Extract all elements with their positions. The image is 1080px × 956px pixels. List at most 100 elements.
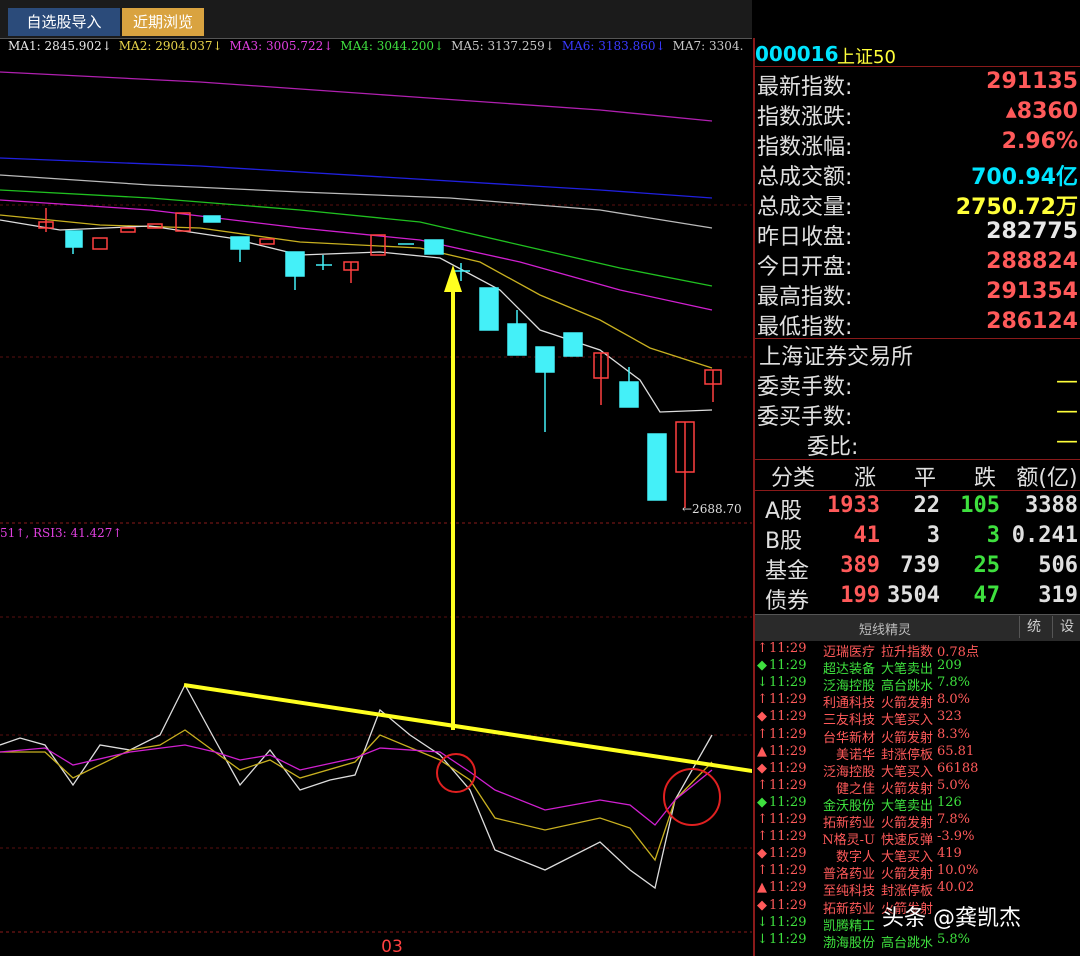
alert-time: 11:29 — [769, 914, 807, 930]
breadth-category: 债券 — [765, 589, 810, 614]
alert-time: 11:29 — [769, 675, 807, 691]
breadth-value: 389 — [840, 553, 880, 578]
alert-event: 火箭发射 — [881, 696, 934, 712]
alert-time: 11:29 — [769, 709, 807, 725]
alert-event: 火箭发射 — [881, 901, 934, 917]
alerts-bar — [755, 614, 1080, 641]
alert-event: 大笔买入 — [881, 713, 934, 729]
quote-value: 2750.72万 — [955, 195, 1078, 220]
breadth-value: 319 — [1038, 583, 1078, 608]
alert-mark: ◆ — [757, 794, 767, 810]
alert-value: 10.0% — [937, 863, 979, 879]
alert-time: 11:29 — [769, 658, 807, 674]
ma-legend: MA1: 2845.902↓ MA2: 2904.037↓ MA3: 3005.72… — [8, 39, 750, 53]
alert-time: 11:29 — [769, 812, 807, 827]
breadth-value: 3504 — [887, 583, 940, 608]
breadth-header: 跌 — [973, 466, 996, 491]
alert-time: 11:29 — [769, 743, 807, 759]
quote-value: 288824 — [986, 249, 1078, 274]
quote-value: 282775 — [986, 219, 1078, 244]
quote-panel: 000016 上证50 最新指数: 291135 指数涨跌: ▴8360 指数涨幅: 2.96… — [755, 38, 1080, 956]
quote-label: 指数涨幅: — [757, 135, 853, 160]
alert-value: 7.8% — [937, 675, 971, 691]
breadth-value: 105 — [960, 493, 1000, 518]
divider — [753, 38, 755, 956]
alert-time: 11:29 — [769, 726, 807, 742]
alert-stock: 至纯科技 — [822, 884, 875, 900]
alert-mark: ◆ — [757, 658, 767, 674]
grid — [0, 204, 752, 933]
breadth-value: 3388 — [1025, 493, 1078, 518]
alert-stock: 美诺华 — [835, 747, 875, 763]
quote-label: 昨日收盘: — [757, 225, 853, 250]
alert-value: 0.78点 — [937, 645, 979, 660]
alert-mark: ↑ — [757, 863, 768, 879]
alert-time: 11:29 — [769, 829, 807, 845]
alert-stock: 迈瑞医疗 — [822, 645, 875, 660]
alerts-button[interactable]: 统 — [1019, 616, 1048, 638]
alert-value: 66188 — [937, 760, 979, 776]
alert-stock: 凯腾精工 — [822, 918, 875, 934]
ma-value: MA2: 2904.037↓ — [118, 39, 223, 53]
breadth-value: 199 — [840, 583, 880, 608]
alert-mark: ↑ — [757, 812, 768, 827]
alert-value: 126 — [937, 794, 962, 810]
exchange: 上海证券交易所 — [759, 345, 914, 370]
kline-chart: ←2688.70 51↑, RSI3: 41.427↑ 03 — [0, 71, 752, 956]
breadth-header: 分类 — [770, 466, 815, 491]
alert-time: 11:29 — [769, 777, 807, 793]
alert-value: 65.81 — [937, 743, 975, 759]
annotations — [183, 265, 752, 826]
alert-time: 11:29 — [769, 641, 807, 656]
alert-event: 大笔买入 — [881, 764, 934, 780]
alert-stock: 拓新药业 — [822, 901, 875, 917]
ma-value: MA3: 3005.722↓ — [229, 39, 334, 53]
separator — [755, 66, 1080, 67]
quote-value: 291354 — [986, 279, 1078, 304]
breadth-value: 41 — [853, 523, 881, 548]
breadth-value: 1933 — [827, 493, 880, 518]
alerts-title: 短线精灵 — [858, 623, 911, 638]
alert-value: -3.9% — [937, 829, 975, 845]
alert-time: 11:29 — [769, 863, 807, 879]
alert-event: 拉升指数 — [881, 645, 934, 660]
alert-value: 5.0% — [937, 777, 971, 793]
low-label: ←2688.70 — [682, 502, 742, 516]
alert-stock: 利通科技 — [822, 696, 875, 712]
quote-value: 2.96% — [1001, 129, 1078, 154]
alert-stock: 健之佳 — [835, 781, 875, 797]
alert-event: 快速反弹 — [881, 833, 934, 849]
tab[interactable]: 自选股导入 — [8, 8, 120, 36]
alert-stock: 数字人 — [835, 850, 875, 866]
ma-value: MA7: 3304. — [672, 39, 744, 53]
alerts-button[interactable]: 设 — [1052, 616, 1080, 638]
alert-stock: 泛海控股 — [822, 764, 875, 780]
alert-event: 高台跳水 — [881, 935, 934, 951]
ma-lines — [0, 71, 713, 413]
order-label: 委卖手数: — [757, 375, 853, 400]
separator — [755, 459, 1080, 460]
alert-mark: ↑ — [757, 829, 768, 845]
breadth-value: 47 — [973, 583, 1001, 608]
order-value: — — [1056, 399, 1078, 424]
quote-label: 指数涨跌: — [757, 105, 853, 130]
breadth-value: 0.241 — [1011, 523, 1078, 548]
quote-label: 最低指数: — [757, 315, 853, 340]
alert-mark: ◆ — [757, 760, 767, 776]
alert-time: 11:29 — [769, 760, 807, 776]
alert-value: 5.8% — [937, 931, 971, 947]
separator — [755, 490, 1080, 491]
alert-value: 8.0% — [937, 692, 971, 708]
index-name: 上证50 — [837, 47, 896, 68]
breadth-header: 平 — [913, 466, 936, 491]
alert-time: 11:29 — [769, 794, 807, 810]
tab[interactable]: 近期浏览 — [122, 8, 204, 36]
breadth-value: 739 — [900, 553, 940, 578]
breadth-value: 22 — [913, 493, 941, 518]
quote-value: 291135 — [986, 69, 1078, 94]
alert-stock: 拓新药业 — [822, 816, 875, 831]
alert-stock: 超达装备 — [822, 662, 875, 678]
alert-value: 8.3% — [937, 726, 971, 742]
alert-event: 大笔买入 — [881, 850, 934, 866]
